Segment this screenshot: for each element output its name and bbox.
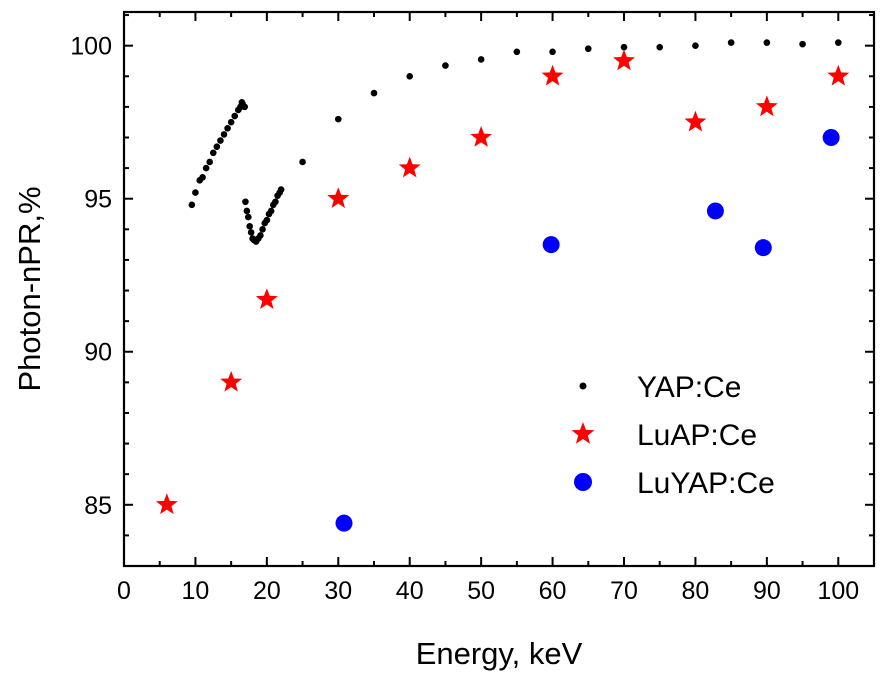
data-point-luyap-ce (822, 128, 840, 146)
data-point-luyap-ce (754, 239, 772, 257)
data-point-yap-ce (224, 125, 231, 132)
data-point-yap-ce (231, 112, 239, 120)
data-point-yap-ce (257, 232, 264, 239)
data-point-luap-ce (255, 288, 278, 310)
data-point-yap-ce (247, 229, 255, 236)
legend-marker-luyap-ce (574, 473, 592, 491)
data-point-yap-ce (834, 39, 842, 46)
data-point-yap-ce (259, 226, 266, 233)
x-tick-label: 10 (182, 577, 210, 605)
data-point-yap-ce (370, 89, 378, 97)
x-tick-label: 50 (467, 577, 495, 605)
data-point-yap-ce (692, 42, 699, 49)
data-point-yap-ce (227, 118, 235, 126)
legend: YAP:Ce LuAP:Ce LuYAP:Ce (571, 371, 775, 500)
data-point-luap-ce (613, 49, 635, 71)
data-point-yap-ce (513, 48, 521, 56)
data-point-yap-ce (656, 43, 664, 51)
x-tick-label: 60 (539, 577, 567, 605)
x-tick-label: 20 (253, 577, 281, 605)
data-point-luyap-ce (706, 202, 724, 220)
x-tick-label: 100 (817, 577, 859, 605)
data-point-yap-ce (188, 201, 196, 209)
y-tick-label: 95 (84, 186, 112, 214)
data-point-yap-ce (202, 164, 210, 172)
data-point-yap-ce (267, 207, 275, 215)
x-tick-label: 0 (117, 577, 131, 605)
y-tick-label: 90 (84, 339, 112, 367)
legend-marker-luap-ce (571, 422, 595, 444)
plot-markers (155, 39, 850, 532)
data-point-luap-ce (541, 64, 564, 86)
data-point-yap-ce (217, 137, 224, 144)
data-point-yap-ce (243, 207, 251, 215)
data-point-yap-ce (799, 40, 806, 48)
data-point-yap-ce (442, 62, 449, 69)
y-tick-label: 100 (70, 33, 112, 61)
data-point-yap-ce (477, 56, 485, 63)
data-point-yap-ce (620, 43, 628, 51)
data-point-yap-ce (242, 198, 249, 206)
data-point-luap-ce (827, 64, 850, 86)
data-point-yap-ce (209, 149, 217, 157)
data-point-yap-ce (220, 131, 228, 138)
data-point-luyap-ce (542, 236, 560, 254)
data-point-yap-ce (727, 39, 735, 46)
data-point-yap-ce (213, 143, 221, 150)
data-point-yap-ce (277, 186, 285, 193)
data-point-yap-ce (406, 72, 414, 80)
data-point-yap-ce (272, 198, 279, 206)
x-tick-label: 70 (610, 577, 638, 605)
data-point-yap-ce (763, 39, 771, 46)
data-point-yap-ce (584, 45, 592, 53)
x-tick-label: 80 (682, 577, 710, 605)
x-tick-label: 40 (396, 577, 424, 605)
data-point-luap-ce (755, 95, 778, 117)
axes: 0 10 20 30 40 50 60 70 80 90 100 85 90 95 100 Energy, k… (12, 10, 876, 671)
data-point-luap-ce (220, 370, 243, 392)
x-tick-label: 90 (753, 577, 781, 605)
y-axis-title: Photon-nPR,% (12, 186, 47, 391)
x-axis-title: Energy, keV (416, 636, 583, 671)
legend-label-yap-ce: YAP:Ce (637, 371, 742, 404)
plot-frame (122, 10, 876, 568)
legend-marker-yap-ce (579, 382, 587, 390)
data-point-luap-ce (327, 187, 350, 209)
data-point-yap-ce (299, 158, 306, 166)
data-point-yap-ce (549, 48, 556, 56)
data-point-yap-ce (246, 222, 254, 230)
data-point-yap-ce (334, 115, 342, 123)
data-point-yap-ce (238, 98, 246, 106)
legend-label-luap-ce: LuAP:Ce (637, 419, 757, 452)
data-point-yap-ce (244, 213, 252, 221)
data-point-yap-ce (192, 189, 199, 196)
data-point-luap-ce (155, 493, 178, 515)
data-point-yap-ce (263, 216, 271, 224)
data-point-yap-ce (206, 158, 214, 166)
data-point-luap-ce (684, 110, 707, 132)
data-point-luap-ce (398, 156, 421, 178)
y-tick-label: 85 (84, 492, 112, 520)
data-point-luap-ce (470, 125, 493, 147)
x-tick-label: 30 (324, 577, 352, 605)
data-point-luyap-ce (335, 514, 353, 532)
legend-label-luyap-ce: LuYAP:Ce (637, 467, 775, 500)
data-point-yap-ce (199, 173, 206, 181)
